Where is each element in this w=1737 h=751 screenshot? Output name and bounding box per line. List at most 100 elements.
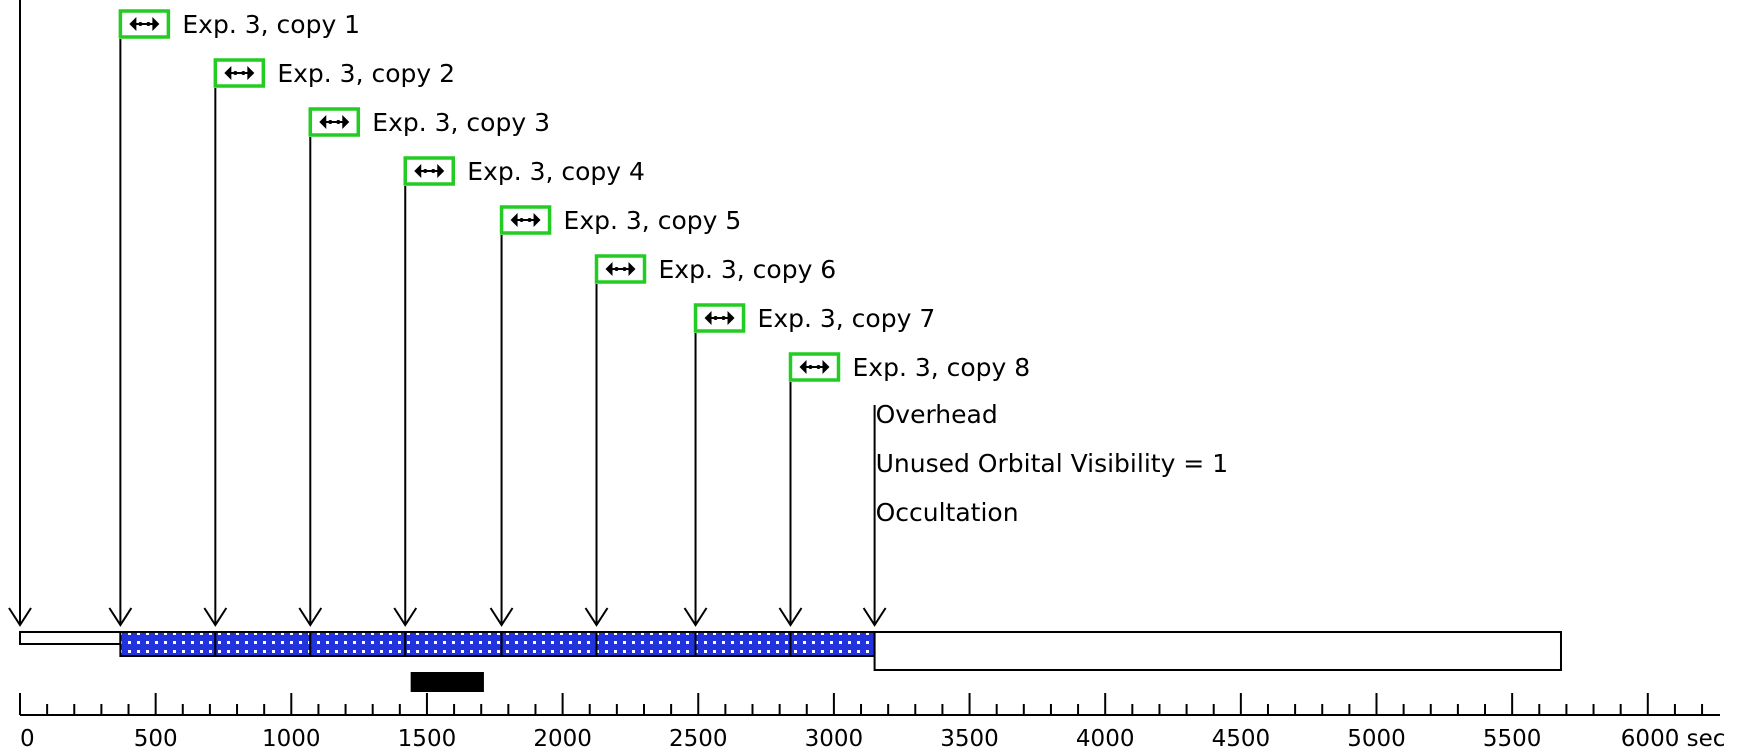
tick-label: 5500	[1483, 726, 1542, 751]
arrow-head	[584, 607, 609, 627]
icon-dot	[336, 120, 341, 124]
icon-dot	[622, 267, 627, 271]
icon-dot	[233, 71, 238, 75]
left-arrowhead	[704, 311, 712, 325]
exposure-arrow-3	[298, 137, 323, 627]
left-arrowhead	[224, 66, 232, 80]
exposure-segment-6	[595, 631, 697, 657]
initial-segment	[19, 631, 122, 645]
exposure-arrow-6	[584, 284, 609, 627]
right-arrowhead	[342, 115, 350, 129]
icon-dot	[519, 218, 524, 222]
marker-bar	[410, 672, 484, 692]
arrow-head	[778, 607, 803, 627]
double-arrow-exposure-icon	[693, 303, 746, 333]
arrow-head	[203, 607, 228, 627]
exposure-arrow-7	[683, 333, 708, 627]
arrow-head	[683, 607, 708, 627]
right-arrowhead	[822, 360, 830, 374]
double-arrow-exposure-icon	[788, 352, 841, 382]
events-arrow	[862, 405, 887, 627]
exposure-arrow-4	[393, 186, 418, 627]
tick-label: 1000	[262, 726, 321, 751]
icon-dot	[423, 169, 428, 173]
exposure-label: Exp. 3, copy 5	[564, 206, 742, 235]
event-label: Overhead	[876, 400, 998, 429]
time-axis: 0 500 1000 1500 2000 2500 3000 3500 4000 4500 5000…	[19, 693, 1726, 751]
double-arrow-exposure-icon	[594, 254, 647, 284]
right-arrowhead	[628, 262, 636, 276]
tick-label: 2000	[533, 726, 592, 751]
exposure-label: Exp. 3, copy 6	[659, 255, 837, 284]
exposure-segment-1	[119, 631, 217, 657]
double-arrow-exposure-icon	[213, 58, 266, 88]
arrow-head	[8, 607, 32, 627]
event-labels: Overhead Unused Orbital Visibility = 1 Occ…	[876, 400, 1229, 527]
arrow-head	[393, 607, 418, 627]
exposure-segment-8	[789, 631, 876, 657]
tick-label: 3000	[805, 726, 864, 751]
exposure-label: Exp. 3, copy 7	[758, 304, 936, 333]
icon-dot	[816, 365, 821, 369]
left-arrowhead	[605, 262, 613, 276]
tick-label: 0	[20, 726, 35, 751]
arrow-lines	[8, 0, 887, 627]
exposure-arrow-5	[489, 235, 514, 627]
exposure-arrow-2	[203, 88, 228, 627]
double-arrow-exposure-icon	[308, 107, 361, 137]
arrow-head	[862, 607, 887, 627]
double-arrow-exposure-icon	[499, 205, 552, 235]
left-arrowhead	[319, 115, 327, 129]
exposure-segment-2	[214, 631, 312, 657]
exposure-segment-5	[500, 631, 598, 657]
tick-label: 6000 sec	[1621, 726, 1726, 751]
icon-dot	[328, 120, 333, 124]
start-arrow	[8, 0, 32, 627]
exposure-label: Exp. 3, copy 8	[852, 353, 1030, 382]
exposure-arrow-1	[108, 39, 133, 627]
event-label: Occultation	[876, 498, 1019, 527]
right-arrowhead	[533, 213, 541, 227]
exposure-label: Exp. 3, copy 3	[372, 108, 550, 137]
icon-dot	[527, 218, 532, 222]
tick-label: 1500	[398, 726, 457, 751]
icon-dot	[241, 71, 246, 75]
tick-label: 4500	[1212, 726, 1271, 751]
exposure-label: Exp. 3, copy 1	[182, 10, 360, 39]
left-arrowhead	[414, 164, 422, 178]
timeline-bars	[19, 631, 1562, 692]
icon-dot	[138, 22, 143, 26]
right-arrowhead	[727, 311, 735, 325]
icon-dot	[431, 169, 436, 173]
event-label: Unused Orbital Visibility = 1	[876, 449, 1229, 478]
tick-label: 4000	[1076, 726, 1135, 751]
icon-dot	[721, 316, 726, 320]
arrow-head	[298, 607, 323, 627]
right-arrowhead	[437, 164, 445, 178]
arrow-head	[108, 607, 133, 627]
arrow-head	[489, 607, 514, 627]
exposure-segment-3	[309, 631, 407, 657]
icon-dot	[614, 267, 619, 271]
right-arrowhead	[247, 66, 255, 80]
exposure-labels: Exp. 3, copy 1 Exp. 3, copy 2 Exp. 3, copy…	[118, 9, 1030, 382]
exposure-segment-4	[404, 631, 503, 657]
exposure-arrow-8	[778, 382, 803, 627]
exposure-segment-7	[694, 631, 792, 657]
exposure-label: Exp. 3, copy 2	[277, 59, 455, 88]
icon-dot	[713, 316, 718, 320]
right-arrowhead	[152, 17, 160, 31]
tick-label: 2500	[669, 726, 728, 751]
tick-label: 5000	[1347, 726, 1406, 751]
unused-segment	[873, 631, 1562, 671]
tick-label: 500	[134, 726, 178, 751]
left-arrowhead	[799, 360, 807, 374]
left-arrowhead	[129, 17, 137, 31]
left-arrowhead	[510, 213, 518, 227]
icon-dot	[146, 22, 151, 26]
double-arrow-exposure-icon	[403, 156, 455, 186]
tick-label: 3500	[940, 726, 999, 751]
exposure-label: Exp. 3, copy 4	[467, 157, 645, 186]
icon-dot	[808, 365, 813, 369]
